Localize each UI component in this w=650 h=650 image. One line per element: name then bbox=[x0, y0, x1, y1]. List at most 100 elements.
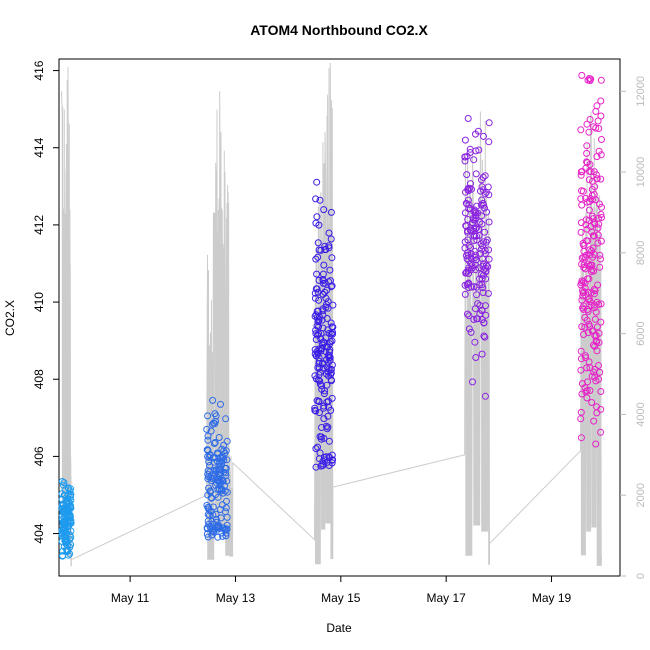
data-point bbox=[465, 325, 473, 333]
data-point bbox=[66, 487, 74, 495]
data-point bbox=[204, 470, 212, 478]
data-point bbox=[318, 339, 326, 347]
data-point bbox=[597, 76, 605, 84]
data-point bbox=[328, 254, 336, 262]
data-point bbox=[315, 397, 323, 405]
data-point bbox=[313, 270, 321, 278]
data-point bbox=[205, 484, 213, 492]
data-point bbox=[596, 263, 604, 271]
data-point bbox=[472, 251, 480, 259]
data-point bbox=[218, 529, 226, 537]
data-point bbox=[327, 208, 335, 216]
data-point bbox=[578, 71, 586, 79]
data-point bbox=[204, 432, 212, 440]
data-point bbox=[222, 464, 230, 472]
data-point bbox=[473, 236, 481, 244]
data-point bbox=[324, 343, 332, 351]
data-point bbox=[588, 399, 596, 406]
data-point bbox=[215, 434, 223, 441]
data-point bbox=[464, 115, 472, 122]
data-point bbox=[329, 456, 337, 464]
data-point bbox=[314, 253, 322, 261]
data-point bbox=[62, 540, 70, 548]
data-point bbox=[215, 466, 222, 474]
data-point bbox=[327, 330, 335, 338]
data-point bbox=[585, 75, 593, 82]
data-point bbox=[594, 239, 602, 247]
data-point bbox=[577, 347, 585, 355]
data-point bbox=[325, 229, 333, 237]
data-point bbox=[594, 281, 602, 289]
data-point bbox=[329, 301, 337, 309]
data-point bbox=[66, 503, 74, 511]
data-point bbox=[578, 296, 586, 304]
data-point bbox=[595, 375, 603, 383]
data-point bbox=[478, 220, 486, 228]
data-point bbox=[223, 497, 230, 505]
data-point bbox=[204, 436, 212, 444]
data-point bbox=[316, 449, 324, 457]
data-point bbox=[312, 195, 320, 203]
data-point bbox=[326, 266, 334, 274]
data-point bbox=[207, 427, 215, 435]
data-point bbox=[583, 394, 591, 402]
data-point bbox=[463, 171, 471, 179]
data-point bbox=[218, 445, 226, 453]
data-point bbox=[318, 424, 325, 431]
data-point bbox=[316, 196, 324, 204]
data-point bbox=[588, 247, 596, 255]
data-point bbox=[476, 310, 484, 318]
data-point bbox=[577, 366, 585, 374]
data-point bbox=[212, 491, 219, 499]
data-point bbox=[465, 279, 473, 287]
data-point bbox=[319, 305, 327, 313]
data-point bbox=[58, 529, 66, 537]
data-point bbox=[597, 175, 605, 183]
y-tick-label: 408 bbox=[32, 369, 46, 389]
data-point bbox=[212, 481, 220, 489]
data-point bbox=[215, 476, 223, 483]
x-tick-label: May 15 bbox=[321, 591, 361, 605]
data-point bbox=[465, 257, 473, 265]
data-point bbox=[590, 168, 598, 176]
data-point bbox=[314, 239, 322, 247]
data-point bbox=[322, 334, 330, 342]
data-point bbox=[471, 338, 479, 346]
data-point bbox=[581, 352, 589, 360]
data-point bbox=[592, 308, 600, 316]
data-point bbox=[203, 425, 211, 433]
data-point bbox=[483, 208, 491, 216]
data-point bbox=[468, 219, 476, 227]
data-point bbox=[589, 177, 596, 185]
data-point bbox=[66, 535, 74, 543]
data-point bbox=[204, 517, 212, 525]
data-point bbox=[591, 365, 599, 373]
y2-tick-label: 0 bbox=[635, 573, 647, 579]
data-point bbox=[473, 224, 480, 232]
data-point bbox=[592, 107, 600, 115]
y-tick-label: 414 bbox=[32, 137, 46, 157]
data-point bbox=[325, 352, 333, 360]
data-point bbox=[597, 405, 605, 413]
data-point bbox=[590, 301, 598, 309]
data-point bbox=[312, 463, 320, 471]
data-point bbox=[209, 396, 217, 404]
data-point bbox=[64, 497, 72, 505]
data-point bbox=[596, 368, 604, 376]
x-tick-label: May 19 bbox=[532, 591, 572, 605]
data-point bbox=[582, 221, 590, 229]
data-point bbox=[478, 196, 486, 204]
data-point bbox=[461, 153, 469, 161]
data-point bbox=[472, 170, 480, 178]
data-point bbox=[223, 525, 231, 533]
data-point bbox=[212, 510, 220, 518]
data-point bbox=[322, 348, 330, 356]
data-point bbox=[463, 268, 471, 276]
data-point bbox=[577, 126, 585, 134]
x-tick-label: May 13 bbox=[216, 591, 256, 605]
data-point bbox=[313, 213, 321, 221]
data-point bbox=[222, 504, 230, 512]
y-tick-label: 412 bbox=[32, 215, 46, 235]
data-point bbox=[593, 102, 601, 110]
data-point bbox=[480, 132, 487, 140]
